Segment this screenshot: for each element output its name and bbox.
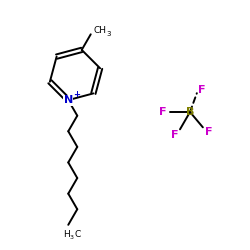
Text: 3: 3 [69,235,73,240]
Text: +: + [73,90,80,98]
Text: C: C [74,230,80,239]
Text: N: N [64,95,73,105]
Text: 3: 3 [106,31,111,37]
Text: F: F [198,85,205,95]
Text: F: F [205,127,212,137]
Text: B: B [186,107,194,117]
Text: CH: CH [93,26,106,35]
Text: H: H [63,230,70,239]
Text: F: F [171,130,179,140]
Text: F: F [159,107,167,117]
